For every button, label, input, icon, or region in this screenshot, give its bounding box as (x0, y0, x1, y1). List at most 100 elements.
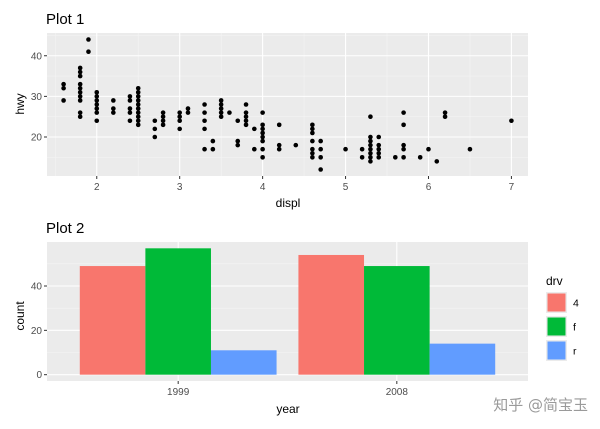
scatter-point (135, 114, 141, 119)
plot2-ticks: 1999 2008 0 20 40 (31, 282, 409, 398)
scatter-point (152, 126, 158, 132)
scatter-point (318, 146, 323, 152)
scatter-point (94, 94, 100, 99)
plot1-y-tick-label: 40 (31, 51, 43, 62)
scatter-point (202, 126, 207, 132)
plot1-x-tick-label: 2 (94, 182, 100, 193)
scatter-point (94, 90, 100, 95)
scatter-point (177, 110, 182, 115)
plot2-x-tick-label: 1999 (167, 387, 190, 398)
scatter-point (227, 110, 232, 115)
scatter-point (426, 146, 431, 152)
scatter-point (185, 110, 191, 115)
scatter-point (310, 130, 315, 136)
scatter-point (401, 155, 406, 160)
scatter-point (135, 94, 141, 99)
plot1-y-tick-label: 20 (31, 133, 43, 144)
scatter-point (260, 134, 265, 140)
plot1-panel (47, 33, 528, 176)
scatter-point (293, 142, 299, 148)
scatter-point (135, 90, 141, 95)
plot1-x-tick-label: 3 (177, 182, 183, 193)
scatter-point (243, 102, 249, 107)
scatter-point (202, 146, 207, 152)
scatter-point (310, 122, 315, 128)
scatter-point (368, 150, 373, 156)
scatter-point (127, 118, 133, 124)
scatter-point (77, 85, 83, 91)
legend-label-f: f (573, 322, 576, 334)
legend-swatch-r (547, 341, 566, 360)
scatter-point (343, 146, 348, 152)
scatter-point (94, 110, 100, 115)
legend-title: drv (546, 274, 563, 288)
scatter-point (235, 142, 241, 148)
scatter-point (260, 110, 265, 115)
scatter-point (318, 138, 323, 144)
scatter-point (393, 155, 398, 160)
bar-1999-drv-4 (79, 266, 146, 375)
scatter-point (243, 110, 249, 115)
plot1-y-label: hwy (13, 93, 27, 114)
scatter-point (243, 114, 249, 119)
scatter-point (127, 98, 133, 103)
scatter-point (177, 114, 182, 119)
scatter-point (376, 142, 382, 148)
scatter-point (94, 106, 100, 111)
scatter-point (276, 122, 282, 128)
scatter-point (77, 81, 83, 87)
scatter-point (218, 114, 224, 119)
scatter-point (94, 102, 100, 107)
scatter-point (260, 130, 265, 136)
plot1-title: Plot 1 (46, 11, 84, 28)
scatter-point (218, 102, 224, 107)
scatter-point (260, 122, 265, 128)
scatter-point (401, 146, 406, 152)
scatter-point (442, 110, 448, 115)
scatter-point (135, 102, 141, 107)
scatter-point (376, 150, 382, 156)
scatter-point (77, 65, 83, 71)
plot2-y-tick-label: 0 (36, 370, 42, 381)
scatter-point (243, 118, 249, 124)
scatter-point (185, 106, 191, 111)
scatter-point (368, 159, 373, 164)
plot2-x-label: year (276, 402, 299, 416)
scatter-point (318, 155, 323, 160)
scatter-point (210, 138, 216, 144)
scatter-point (401, 110, 406, 115)
scatter-point (202, 118, 207, 124)
scatter-point (135, 98, 141, 103)
scatter-point (152, 118, 158, 124)
scatter-point (135, 85, 141, 91)
scatter-point (260, 155, 265, 160)
plot1-points (61, 37, 514, 172)
plot1-gridlines (47, 33, 528, 176)
scatter-point (160, 118, 166, 124)
plot1-y-tick-label: 30 (31, 92, 43, 103)
scatter-point (376, 155, 382, 160)
scatter-point (77, 110, 83, 115)
scatter-point (260, 138, 265, 144)
plot1-x-tick-label: 5 (343, 182, 349, 193)
bar-2008-drv-4 (298, 254, 365, 375)
scatter-point (467, 146, 473, 152)
bar-1999-drv-f (145, 248, 211, 375)
scatter-point (243, 122, 249, 128)
plot1-ticks: 2 3 4 5 6 7 20 30 40 (31, 51, 515, 193)
scatter-point (276, 146, 282, 152)
scatter-point (77, 73, 83, 79)
scatter-point (509, 118, 514, 124)
scatter-point (376, 146, 382, 152)
plot2-title: Plot 2 (46, 220, 84, 237)
legend-label-r: r (573, 346, 577, 358)
scatter-point (160, 110, 166, 115)
plot2-legend: drv 4 fr (546, 274, 579, 361)
scatter-point (111, 110, 116, 115)
scatter-point (376, 134, 382, 140)
plot2-x-tick-label: 2008 (386, 387, 409, 398)
scatter-point (218, 98, 224, 103)
plot1-x-tick-label: 4 (260, 182, 266, 193)
scatter-point (77, 94, 83, 99)
scatter-point (417, 155, 423, 160)
